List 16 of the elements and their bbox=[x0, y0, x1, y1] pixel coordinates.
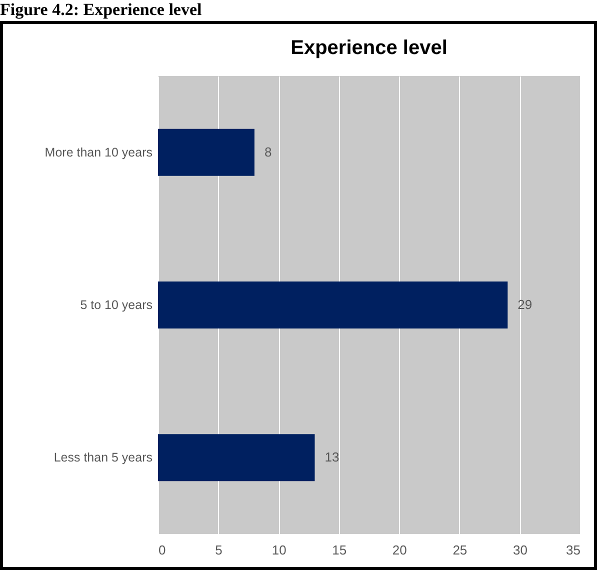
chart-title: Experience level bbox=[290, 37, 448, 59]
data-label: 29 bbox=[518, 297, 532, 312]
y-tick-label: 5 to 10 years bbox=[80, 298, 152, 312]
x-tick-label: 20 bbox=[392, 542, 407, 558]
caption: Figure 4.2: Experience level bbox=[0, 0, 202, 20]
x-tick-label: 25 bbox=[452, 542, 468, 558]
x-tick-label: 35 bbox=[566, 542, 580, 558]
x-tick-label: 30 bbox=[512, 542, 528, 558]
data-label: 8 bbox=[264, 144, 272, 160]
x-tick-label: 5 bbox=[215, 542, 222, 558]
x-tick-label: 0 bbox=[158, 542, 166, 558]
data-label: 13 bbox=[324, 450, 340, 465]
x-tick-label: 10 bbox=[272, 542, 286, 558]
y-tick-label: Less than 5 years bbox=[54, 450, 152, 465]
x-tick-label: 15 bbox=[332, 542, 347, 558]
y-tick-label: More than 10 years bbox=[44, 145, 152, 160]
